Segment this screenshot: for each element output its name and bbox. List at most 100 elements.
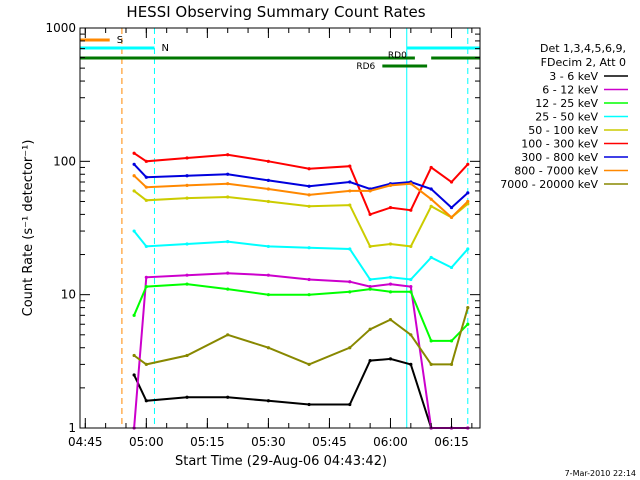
data-point bbox=[144, 159, 148, 163]
data-point bbox=[409, 277, 413, 282]
data-point bbox=[449, 362, 454, 366]
data-point bbox=[409, 333, 413, 337]
data-point bbox=[266, 178, 271, 182]
data-point bbox=[466, 162, 470, 166]
data-point bbox=[307, 204, 311, 208]
data-point bbox=[429, 197, 433, 201]
series-line bbox=[133, 357, 468, 429]
legend-entry-label: 7000 - 20000 keV bbox=[500, 178, 598, 191]
data-point bbox=[226, 172, 230, 176]
data-point bbox=[132, 162, 136, 166]
data-point bbox=[409, 244, 413, 249]
legend-header-line-2: FDecim 2, Att 0 bbox=[541, 56, 626, 69]
data-point bbox=[368, 244, 372, 249]
data-point bbox=[368, 284, 372, 289]
data-point bbox=[266, 346, 271, 350]
series-line bbox=[133, 272, 468, 429]
saa-label: S bbox=[117, 35, 123, 46]
data-point bbox=[266, 159, 271, 163]
data-point bbox=[409, 182, 413, 186]
data-point bbox=[132, 229, 136, 233]
y-tick-label: 100 bbox=[53, 154, 76, 168]
legend-entry-label: 3 - 6 keV bbox=[549, 70, 598, 83]
data-point bbox=[226, 182, 230, 186]
data-point bbox=[307, 167, 311, 171]
data-point bbox=[144, 185, 148, 189]
data-point bbox=[348, 280, 352, 284]
data-point bbox=[348, 402, 352, 407]
data-point bbox=[307, 277, 311, 282]
data-point bbox=[266, 187, 271, 191]
data-point bbox=[388, 290, 393, 294]
data-point bbox=[185, 353, 189, 358]
data-point bbox=[144, 175, 148, 179]
data-point bbox=[226, 153, 230, 157]
legend-entry-label: 300 - 800 keV bbox=[521, 151, 598, 164]
legend-entry-label: 25 - 50 keV bbox=[535, 111, 598, 124]
x-tick-label: 05:15 bbox=[190, 435, 225, 449]
data-point bbox=[266, 273, 271, 277]
data-point bbox=[307, 193, 311, 197]
data-point bbox=[388, 318, 393, 322]
data-point bbox=[132, 189, 136, 193]
data-point bbox=[144, 284, 148, 289]
data-point bbox=[429, 187, 433, 191]
plot-frame bbox=[79, 27, 481, 429]
x-tick-label: 06:00 bbox=[373, 435, 408, 449]
data-point bbox=[368, 212, 372, 216]
data-point bbox=[226, 195, 230, 199]
data-point bbox=[132, 373, 136, 377]
data-point bbox=[185, 156, 189, 160]
data-point bbox=[388, 183, 393, 187]
data-point bbox=[144, 275, 148, 279]
legend-entry-label: 6 - 12 keV bbox=[542, 84, 598, 97]
data-point bbox=[185, 183, 189, 187]
data-point bbox=[266, 293, 271, 297]
data-point bbox=[429, 255, 433, 260]
data-point bbox=[429, 362, 433, 366]
data-point bbox=[144, 198, 148, 202]
x-tick-label: 06:15 bbox=[434, 435, 469, 449]
data-point bbox=[368, 287, 372, 291]
data-point bbox=[466, 322, 470, 326]
timestamp: 7-Mar-2010 22:14 bbox=[565, 469, 636, 478]
series-line bbox=[133, 190, 469, 248]
data-point bbox=[226, 395, 230, 399]
data-point bbox=[266, 244, 271, 249]
x-axis-label: Start Time (29-Aug-06 04:43:42) bbox=[175, 454, 387, 469]
data-point bbox=[307, 362, 311, 366]
data-point bbox=[429, 339, 433, 343]
data-point bbox=[429, 165, 433, 170]
x-tick-label: 05:45 bbox=[312, 435, 347, 449]
data-point bbox=[466, 305, 470, 310]
data-point bbox=[307, 246, 311, 250]
rd0-label: RD0 bbox=[388, 51, 407, 61]
data-point bbox=[185, 395, 189, 399]
data-point bbox=[368, 327, 372, 331]
data-point bbox=[348, 164, 352, 168]
data-point bbox=[409, 284, 413, 289]
data-point bbox=[132, 174, 136, 178]
data-point bbox=[132, 313, 136, 317]
data-point bbox=[348, 180, 352, 184]
data-point bbox=[466, 191, 470, 195]
data-point bbox=[266, 399, 271, 403]
data-point bbox=[144, 399, 148, 403]
y-tick-label: 1 bbox=[68, 421, 76, 435]
y-tick-label: 10 bbox=[61, 288, 76, 302]
data-point bbox=[348, 247, 352, 251]
chart-title: HESSI Observing Summary Count Rates bbox=[126, 3, 425, 21]
data-point bbox=[388, 242, 393, 246]
data-point bbox=[388, 275, 393, 279]
data-point bbox=[307, 293, 311, 297]
data-point bbox=[388, 205, 393, 210]
legend-entry-label: 12 - 25 keV bbox=[535, 97, 598, 110]
data-point bbox=[348, 290, 352, 294]
legend-entry-label: 100 - 300 keV bbox=[521, 138, 598, 151]
data-point bbox=[348, 189, 352, 193]
data-point bbox=[144, 362, 148, 366]
data-point bbox=[409, 208, 413, 212]
legend-entry-label: 50 - 100 keV bbox=[528, 124, 598, 137]
x-axis: 04:45 05:00 05:15 05:30 05:45 06:00 06:15 bbox=[68, 28, 473, 449]
data-point bbox=[226, 271, 230, 275]
